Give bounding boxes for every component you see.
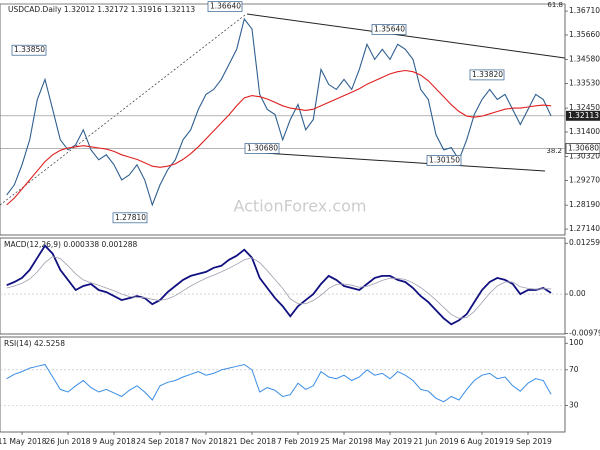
x-tick-label: 21 Jun 2019 [413,437,458,446]
y-tick-label: 1.35660 [569,30,600,39]
x-tick-label: 8 May 2019 [368,437,412,446]
y-tick-label: 70 [569,365,579,374]
series-line [6,69,552,206]
x-tick-label: 7 Nov 2018 [184,437,227,446]
annotation-label: 1.30150 [429,156,460,165]
y-tick-label: 1.29270 [569,176,600,185]
annotation-box [469,69,505,81]
annotation-box [244,143,280,154]
x-tick-label: 6 Aug 2019 [460,437,503,446]
current-price-label: 1.32113 [568,111,599,120]
annotation-label: 1.27810 [115,213,146,222]
rsi-title: RSI(14) 42.5258 [4,339,65,348]
annotation-box [207,1,243,13]
y-tick-label: 1.32450 [569,103,600,112]
annotation-label: 1.36640 [210,2,241,11]
y-tick-label: 1.36710 [569,6,600,15]
fib-line [0,14,246,206]
macd-panel [0,237,566,335]
y-tick-label: -0.00979 [569,329,600,338]
y-tick-label: 0.012599 [569,238,600,247]
y-tick-label: 1.34580 [569,55,600,64]
series-line [6,17,552,207]
y-tick-label: 1.33530 [569,79,600,88]
y-tick-label: 1.28190 [569,200,600,209]
macd-title: MACD(12,26,9) 0.000338 0.001288 [4,240,138,249]
series-line [6,363,552,403]
x-tick-label: 11 May 2018 [0,437,47,446]
series-line [6,256,551,319]
x-tick-label: 7 Feb 2019 [277,437,319,446]
current-price-box [566,110,600,121]
rsi-panel [0,336,566,433]
y-tick-label: 1.27140 [569,224,600,233]
x-tick-label: 21 Dec 2018 [228,437,276,446]
annotation-label: 1.35640 [374,24,405,33]
y-tick-label: 1.31400 [569,127,600,136]
annotation-box [11,44,47,56]
x-tick-label: 25 Mar 2019 [320,437,368,446]
y-tick-label: 30 [569,400,579,409]
support-box [565,143,600,154]
watermark: ActionForex.com [233,197,366,216]
trend-line-upper [246,13,566,59]
price-title: USDCAD.Daily 1.32012 1.32172 1.31916 1.3… [8,5,195,14]
annotation-label: 1.30680 [247,143,278,152]
annotation-box [426,155,462,166]
support-label: 1.30680 [568,143,599,152]
fib-label: 61.8 [547,1,563,9]
x-tick-label: 19 Sep 2019 [504,437,552,446]
x-tick-label: 9 Aug 2018 [92,437,135,446]
annotation-label: 1.33850 [14,45,45,54]
x-tick-label: 26 Jun 2018 [45,437,90,446]
y-tick-label: 1.30320 [569,152,600,161]
trend-line-lower [247,151,546,172]
annotation-box [112,212,148,224]
y-tick-label: 100 [569,338,584,347]
x-tick-label: 24 Sep 2018 [136,437,184,446]
fib-label: 38.2 [546,147,562,155]
series-line [6,244,552,326]
annotation-label: 1.33820 [472,70,503,79]
y-tick-label: 0.00 [569,289,586,298]
annotation-box [371,24,407,35]
